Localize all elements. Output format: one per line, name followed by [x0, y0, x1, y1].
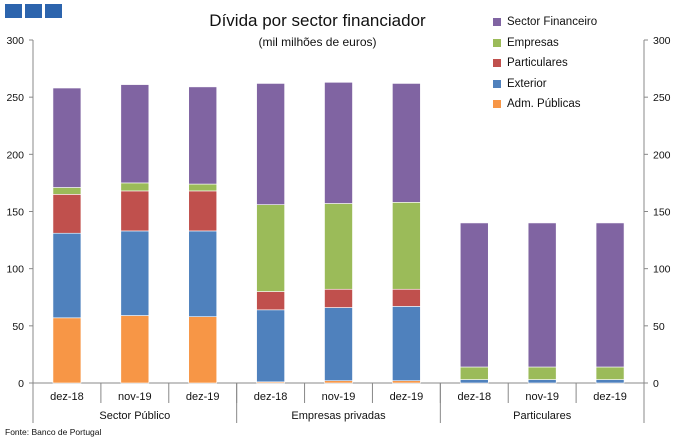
bar-segment [188, 183, 218, 192]
bar-segment [120, 84, 150, 184]
bar-segment [459, 366, 489, 380]
y-tick-label-left: 100 [6, 264, 24, 276]
bar-segment [459, 379, 489, 384]
y-tick-label-left: 0 [18, 378, 24, 390]
x-category-label: dez-18 [50, 391, 84, 403]
y-tick-label-right: 0 [653, 378, 659, 390]
chart-title: Dívida por sector financiador [0, 11, 679, 31]
chart-subtitle-text: (mil milhões de euros) [258, 35, 377, 49]
bar-segment [324, 82, 353, 204]
bar-segment [392, 288, 421, 307]
legend-item: Sector Financeiro [493, 12, 597, 33]
bar-segment [52, 194, 82, 234]
x-category-label: nov-19 [525, 391, 559, 403]
bar-segment [52, 232, 82, 319]
bar-segment [188, 230, 218, 317]
bar-segment [392, 380, 421, 384]
logo-square [5, 4, 22, 18]
legend-swatch [493, 38, 501, 47]
legend: Sector Financeiro Empresas Particulares Ext… [493, 12, 597, 115]
y-tick-label-right: 250 [653, 92, 671, 104]
bar-segment [52, 87, 82, 188]
y-tick-label-left: 150 [6, 207, 24, 219]
bar-segment [324, 380, 353, 384]
legend-label: Empresas [507, 36, 559, 49]
bar-segment [459, 222, 489, 368]
bar-segment [527, 366, 557, 380]
y-tick-label-left: 200 [6, 149, 24, 161]
x-group-label: Sector Público [99, 410, 170, 422]
x-category-label: dez-18 [457, 391, 491, 403]
y-tick-label-right: 300 [653, 35, 671, 47]
legend-swatch [493, 59, 501, 68]
y-tick-label-right: 100 [653, 264, 671, 276]
x-category-label: dez-19 [593, 391, 627, 403]
x-category-label: dez-19 [390, 391, 424, 403]
y-tick-label-right: 150 [653, 207, 671, 219]
legend-item: Adm. Públicas [493, 94, 597, 115]
bar-segment [256, 309, 285, 383]
x-group-label: Particulares [513, 410, 572, 422]
bar-segment [120, 230, 150, 316]
bar-segment [188, 190, 218, 232]
bar-segment [52, 317, 82, 384]
bar-segment [392, 83, 421, 203]
y-tick-label-left: 300 [6, 35, 24, 47]
bar-segment [527, 222, 557, 368]
source-note: Fonte: Banco de Portugal [5, 427, 102, 437]
bar-segment [324, 203, 353, 290]
x-category-label: nov-19 [322, 391, 356, 403]
bar-segment [256, 291, 285, 311]
logo [5, 4, 62, 18]
bar-segment [324, 307, 353, 382]
bar-segment [256, 204, 285, 292]
bar-segment [188, 86, 218, 185]
legend-swatch [493, 79, 501, 88]
bar-segment [188, 316, 218, 384]
logo-square [25, 4, 42, 18]
logo-square [45, 4, 62, 18]
bar-segment [595, 366, 625, 380]
legend-label: Particulares [507, 57, 568, 70]
legend-label: Sector Financeiro [507, 16, 598, 29]
chart-title-text: Dívida por sector financiador [209, 11, 426, 30]
bar-segment [392, 306, 421, 382]
bar-segment [324, 288, 353, 308]
x-group-label: Empresas privadas [291, 410, 386, 422]
chart-subtitle: (mil milhões de euros) [0, 35, 679, 49]
bar-segment [120, 315, 150, 384]
y-tick-label-left: 250 [6, 92, 24, 104]
legend-label: Exterior [507, 77, 547, 90]
x-category-label: dez-19 [186, 391, 220, 403]
y-tick-label-right: 50 [653, 321, 665, 333]
bar-segment [120, 182, 150, 192]
x-category-label: nov-19 [118, 391, 152, 403]
bar-segment [595, 222, 625, 368]
legend-swatch [493, 100, 501, 109]
legend-item: Empresas [493, 33, 597, 54]
bar-segment [256, 83, 285, 205]
bar-segment [595, 379, 625, 384]
bar-segment [52, 187, 82, 195]
legend-swatch [493, 18, 501, 27]
bar-segment [527, 379, 557, 384]
legend-label: Adm. Públicas [507, 98, 581, 111]
bar-segment [120, 190, 150, 232]
legend-item: Particulares [493, 53, 597, 74]
y-tick-label-left: 50 [12, 321, 24, 333]
legend-item: Exterior [493, 74, 597, 95]
y-tick-label-right: 200 [653, 149, 671, 161]
bar-segment [392, 202, 421, 290]
x-category-label: dez-18 [254, 391, 288, 403]
